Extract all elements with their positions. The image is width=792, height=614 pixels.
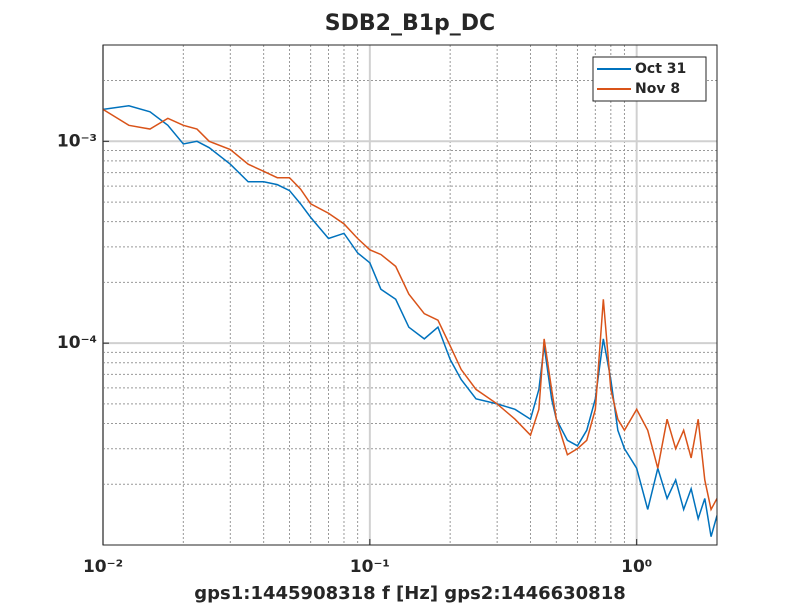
y-tick-label: 10⁻³ <box>57 131 97 151</box>
series-line <box>103 104 717 537</box>
y-tick-label: 10⁻⁴ <box>57 333 97 353</box>
legend: Oct 31 Nov 8 <box>592 56 707 102</box>
x-axis-label: gps1:1445908318 f [Hz] gps2:1446630818 <box>194 583 626 604</box>
x-tick-label: 10⁰ <box>621 557 652 577</box>
legend-label: Oct 31 <box>635 61 686 77</box>
series-line <box>103 108 717 512</box>
legend-label: Nov 8 <box>635 81 680 97</box>
x-tick-label: 10⁻¹ <box>350 557 390 577</box>
axes-box <box>102 44 718 546</box>
legend-box <box>592 56 707 102</box>
lines <box>103 104 717 537</box>
chart-title: SDB2_B1p_DC <box>325 11 495 36</box>
labels: 10⁻² 10⁻¹ 10⁰ 10⁻⁴ 10⁻³ <box>57 131 652 577</box>
x-tick-label: 10⁻² <box>83 557 123 577</box>
